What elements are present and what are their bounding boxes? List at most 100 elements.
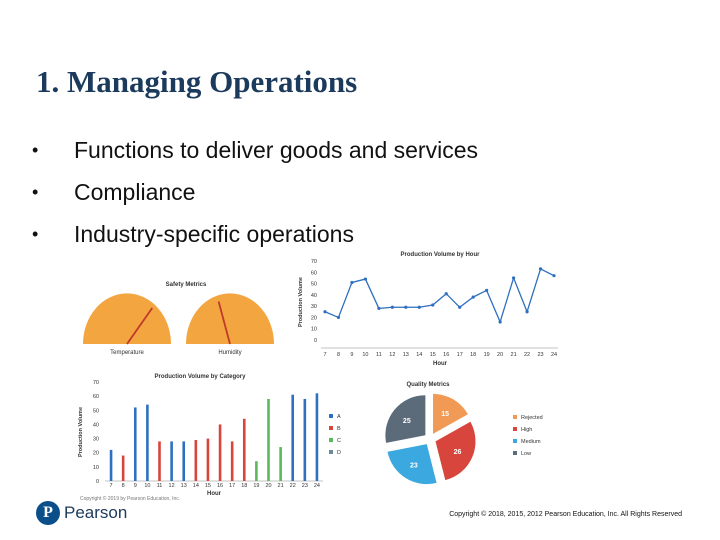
bar <box>109 449 113 481</box>
line-x-tick-label: 15 <box>430 352 436 358</box>
gauge-dial <box>186 293 274 344</box>
pie-slice <box>433 393 468 434</box>
bar <box>279 447 282 481</box>
bar <box>146 404 149 481</box>
bar <box>121 455 125 481</box>
dashboard-svg: Safety Metrics Temperature Humidity Product… <box>78 252 558 497</box>
line-y-tick-label: 70 <box>311 259 317 265</box>
bar-x-tick-label: 13 <box>181 483 187 489</box>
bar-x-tick-label: 14 <box>193 483 199 489</box>
bullet-text: Functions to deliver goods and services <box>74 137 478 163</box>
bullet-text: Industry-specific operations <box>74 221 354 247</box>
bar-y-tick-label: 40 <box>93 422 99 428</box>
bar-x-tick-label: 9 <box>134 483 137 489</box>
bullet-item: • Functions to deliver goods and services <box>32 136 478 178</box>
bar <box>206 438 210 481</box>
line-point <box>538 267 543 271</box>
bar-legend-label: A <box>337 414 341 420</box>
figure-copyright: Copyright © 2019 by Pearson Education, I… <box>80 496 181 502</box>
bullet-item: • Industry-specific operations <box>32 220 478 262</box>
line-x-tick-label: 14 <box>416 352 422 358</box>
bar <box>315 393 319 481</box>
line-point <box>471 295 475 299</box>
pie-slice-value: 15 <box>441 411 449 418</box>
line-x-tick-label: 23 <box>537 352 543 358</box>
line-point <box>458 305 462 309</box>
bullet-list: • Functions to deliver goods and services… <box>32 136 478 262</box>
bar <box>255 461 258 481</box>
bar-legend-swatch <box>329 450 333 454</box>
bar <box>158 441 161 481</box>
line-y-tick-label: 60 <box>311 270 317 276</box>
line-point <box>390 305 394 309</box>
bar <box>303 398 307 481</box>
line-x-tick-label: 18 <box>470 352 476 358</box>
line-y-tick-label: 0 <box>314 338 317 344</box>
bar-x-tick-label: 7 <box>110 483 113 489</box>
bar-y-tick-label: 70 <box>93 380 99 386</box>
pie-legend-swatch <box>513 451 517 455</box>
bar <box>133 407 137 481</box>
gauge-label: Temperature <box>110 350 144 356</box>
pie-legend-swatch <box>513 439 517 443</box>
bar-y-axis-label: Production Volume <box>78 407 84 457</box>
pearson-logo: P Pearson <box>36 500 127 526</box>
gauge-chart-title: Safety Metrics <box>166 282 207 288</box>
line-y-tick-label: 10 <box>311 327 317 333</box>
line-series <box>324 267 555 324</box>
bar-legend-swatch <box>329 414 333 418</box>
pie-slice-value: 23 <box>410 462 418 469</box>
pie-legend-label: High <box>521 427 532 433</box>
line-x-tick-label: 10 <box>362 352 368 358</box>
pie-legend-label: Low <box>521 451 531 457</box>
pearson-logo-text: Pearson <box>64 503 128 522</box>
bar-chart-title: Production Volume by Category <box>155 374 247 380</box>
line-x-tick-label: 24 <box>551 352 557 358</box>
pie-legend-swatch <box>513 427 517 431</box>
gauge-needle <box>217 301 231 345</box>
bar-x-tick-label: 23 <box>302 483 308 489</box>
line-point <box>444 292 448 296</box>
bar-x-tick-label: 15 <box>205 483 211 489</box>
line-point <box>498 320 502 324</box>
bar-x-tick-label: 11 <box>157 483 163 489</box>
bar-x-tick-label: 19 <box>253 483 259 489</box>
line-y-tick-label: 40 <box>311 293 317 299</box>
bar <box>230 441 234 481</box>
gauge-label: Humidity <box>218 350 241 356</box>
pie-chart-title: Quality Metrics <box>406 382 450 388</box>
line-point <box>485 288 489 292</box>
bar-x-tick-label: 18 <box>241 483 247 489</box>
line-x-tick-label: 12 <box>389 352 395 358</box>
bar <box>170 441 173 481</box>
gauge-needle <box>126 307 153 345</box>
pie-legend-swatch <box>513 415 517 419</box>
pie-slice <box>387 444 437 485</box>
bar <box>218 424 222 481</box>
bar-x-tick-label: 12 <box>169 483 175 489</box>
line-y-axis-label: Production Volume <box>298 277 304 327</box>
line-point <box>336 315 341 320</box>
line-x-tick-label: 21 <box>511 352 517 358</box>
bar-x-axis-label: Hour <box>207 491 222 497</box>
line-chart-title: Production Volume by Hour <box>401 252 481 258</box>
bar-y-tick-label: 50 <box>93 408 99 414</box>
pie-legend-label: Medium <box>521 439 541 445</box>
line-point <box>363 277 368 281</box>
line-x-tick-label: 13 <box>403 352 409 358</box>
line-x-tick-label: 20 <box>497 352 503 358</box>
line-point <box>417 305 421 309</box>
slide-title: 1. Managing Operations <box>36 64 358 99</box>
pie-slice-value: 25 <box>403 418 411 425</box>
line-x-tick-label: 17 <box>457 352 463 358</box>
bar <box>267 398 270 481</box>
dashboard-figure: Safety Metrics Temperature Humidity Product… <box>78 244 560 500</box>
line-y-tick-label: 50 <box>311 282 317 288</box>
bar-legend-label: C <box>337 438 341 444</box>
pie-slice <box>435 421 476 481</box>
bar-y-tick-label: 20 <box>93 451 99 457</box>
line-point <box>377 306 381 310</box>
line-x-tick-label: 19 <box>484 352 490 358</box>
line-point <box>525 310 529 314</box>
